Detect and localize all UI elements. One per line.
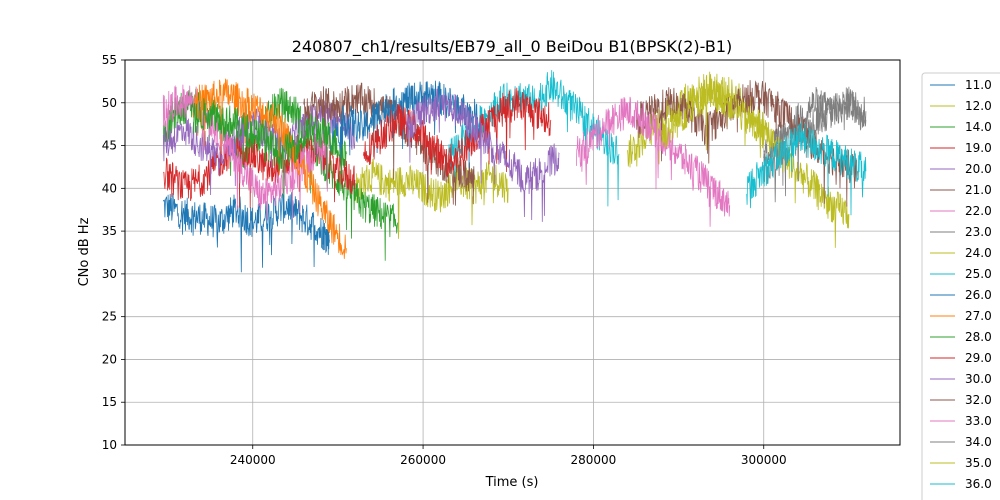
- x-tick-label: 300000: [741, 453, 787, 467]
- legend-label: 32.0: [965, 393, 992, 407]
- legend-label: 36.0: [965, 477, 992, 491]
- y-tick-label: 55: [102, 53, 117, 67]
- series-line-29-0: [363, 87, 552, 176]
- y-tick-label: 15: [102, 395, 117, 409]
- legend-frame: [921, 72, 1000, 500]
- x-tick-label: 280000: [571, 453, 617, 467]
- legend-label: 14.0: [965, 120, 992, 134]
- y-tick-label: 40: [102, 181, 117, 195]
- y-tick-label: 45: [102, 139, 117, 153]
- legend-label: 35.0: [965, 456, 992, 470]
- legend-label: 22.0: [965, 204, 992, 218]
- series-line-19-0: [163, 130, 356, 208]
- plot-area-frame: [124, 59, 901, 446]
- legend-label: 29.0: [965, 351, 992, 365]
- series-line-11-0: [162, 189, 330, 273]
- plot-series-group: [162, 70, 867, 273]
- legend-label: 20.0: [965, 162, 992, 176]
- legend-label: 23.0: [965, 225, 992, 239]
- legend-label: 25.0: [965, 267, 992, 281]
- legend-label: 34.0: [965, 435, 992, 449]
- series-line-26-0: [329, 80, 484, 168]
- legend-label: 19.0: [965, 141, 992, 155]
- legend-label: 37.0: [965, 498, 992, 500]
- legend-label: 33.0: [965, 414, 992, 428]
- series-line-32-0: [635, 80, 858, 207]
- legend-label: 21.0: [965, 183, 992, 197]
- legend: 11.0 12.0 14.0 19.0 20.0 21.0 22.0 23.0 24.0 25.0…: [921, 72, 1000, 500]
- y-tick-label: 50: [102, 96, 117, 110]
- series-line-14-0: [162, 87, 398, 261]
- series-line-33-0: [576, 96, 731, 227]
- series-line-12-0: [354, 158, 509, 239]
- y-tick-label: 30: [102, 267, 117, 281]
- legend-label: 11.0: [965, 78, 992, 92]
- y-axis-label: CNo dB Hz: [77, 217, 92, 286]
- series-line-35-0: [661, 78, 765, 151]
- y-tick-label: 35: [102, 224, 117, 238]
- series-line-34-0: [763, 86, 867, 203]
- legend-label: 12.0: [965, 99, 992, 113]
- legend-label: 27.0: [965, 309, 992, 323]
- x-tick-label: 240000: [230, 453, 276, 467]
- series-line-27-0: [192, 78, 347, 259]
- chart-title: 240807_ch1/results/EB79_all_0 BeiDou B1(…: [292, 37, 733, 57]
- series-line-30-0: [405, 88, 560, 222]
- series-line-28-0: [192, 98, 347, 198]
- legend-label: 24.0: [965, 246, 992, 260]
- series-line-22-0: [162, 84, 330, 221]
- x-tick-label: 260000: [400, 453, 446, 467]
- y-tick-label: 25: [102, 310, 117, 324]
- legend-label: 26.0: [965, 288, 992, 302]
- legend-label: 30.0: [965, 372, 992, 386]
- y-tick-label: 10: [102, 438, 117, 452]
- series-line-36-0: [746, 122, 867, 216]
- x-axis-label: Time (s): [485, 475, 539, 490]
- legend-label: 28.0: [965, 330, 992, 344]
- axis-ticks: 240000 260000 280000 300000 10 15 20 25 30 35 40 45…: [102, 53, 787, 467]
- y-tick-label: 20: [102, 352, 117, 366]
